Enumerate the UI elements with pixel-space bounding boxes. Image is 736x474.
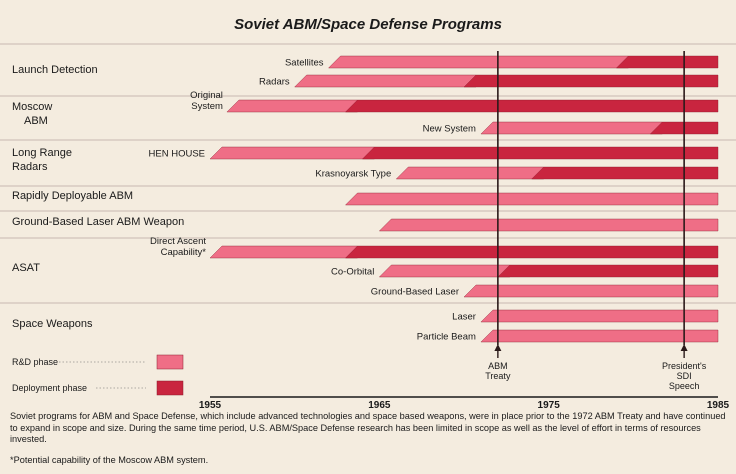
category-label: Ground-Based Laser ABM Weapon bbox=[12, 216, 184, 228]
x-tick-label: 1985 bbox=[707, 400, 730, 411]
x-tick-label: 1965 bbox=[368, 400, 391, 411]
rd-phase-bar bbox=[209, 146, 375, 160]
event-arrowhead bbox=[680, 344, 688, 351]
chart-title: Soviet ABM/Space Defense Programs bbox=[234, 16, 502, 33]
rd-phase-bar bbox=[480, 329, 719, 343]
legend-label: R&D phase bbox=[12, 357, 58, 367]
program-label: Original System bbox=[190, 90, 223, 112]
program-label: Particle Beam bbox=[417, 332, 476, 343]
rd-phase-bar bbox=[463, 284, 719, 298]
program-label: Krasnoyarsk Type bbox=[315, 169, 391, 180]
program-label: HEN HOUSE bbox=[149, 149, 205, 160]
rd-phase-bar bbox=[480, 121, 663, 135]
legend-swatch-rd bbox=[156, 354, 184, 370]
program-label: Laser bbox=[452, 312, 476, 323]
legend-swatch-deployment bbox=[156, 380, 184, 396]
rd-phase-bar bbox=[226, 99, 358, 113]
x-tick-label: 1975 bbox=[538, 400, 561, 411]
rd-phase-bar bbox=[378, 264, 511, 278]
deployment-phase-bar bbox=[361, 146, 719, 160]
category-label: Moscow ABM bbox=[12, 101, 52, 127]
event-label: ABM Treaty bbox=[485, 361, 511, 381]
rd-phase-bar bbox=[294, 74, 477, 88]
category-label: Rapidly Deployable ABM bbox=[12, 190, 133, 202]
deployment-phase-bar bbox=[344, 99, 719, 113]
deployment-phase-bar bbox=[463, 74, 719, 88]
program-label: New System bbox=[423, 124, 476, 135]
chart-footnote: *Potential capability of the Moscow ABM … bbox=[10, 455, 209, 465]
chart-caption: Soviet programs for ABM and Space Defens… bbox=[10, 411, 726, 444]
deployment-phase-bar bbox=[615, 55, 719, 69]
program-label: Ground-Based Laser bbox=[371, 287, 459, 298]
legend-label: Deployment phase bbox=[12, 383, 87, 393]
program-label: Direct Ascent Capability* bbox=[150, 236, 206, 258]
category-label: Launch Detection bbox=[12, 64, 98, 76]
rd-phase-bar bbox=[395, 166, 544, 180]
rd-phase-bar bbox=[328, 55, 629, 69]
x-tick-label: 1955 bbox=[199, 400, 222, 411]
category-label: ASAT bbox=[12, 262, 40, 274]
deployment-phase-bar bbox=[497, 264, 719, 278]
category-label: Long Range Radars bbox=[12, 147, 72, 173]
program-label: Co-Orbital bbox=[331, 267, 374, 278]
rd-phase-bar bbox=[378, 218, 719, 232]
rd-phase-bar bbox=[480, 309, 719, 323]
deployment-phase-bar bbox=[531, 166, 719, 180]
rd-phase-bar bbox=[344, 192, 719, 206]
event-label: President's SDI Speech bbox=[662, 361, 707, 391]
program-label: Satellites bbox=[285, 58, 324, 69]
deployment-phase-bar bbox=[344, 245, 719, 259]
rd-phase-bar bbox=[209, 245, 358, 259]
program-label: Radars bbox=[259, 77, 290, 88]
category-label: Space Weapons bbox=[12, 318, 93, 330]
event-arrowhead bbox=[494, 344, 502, 351]
